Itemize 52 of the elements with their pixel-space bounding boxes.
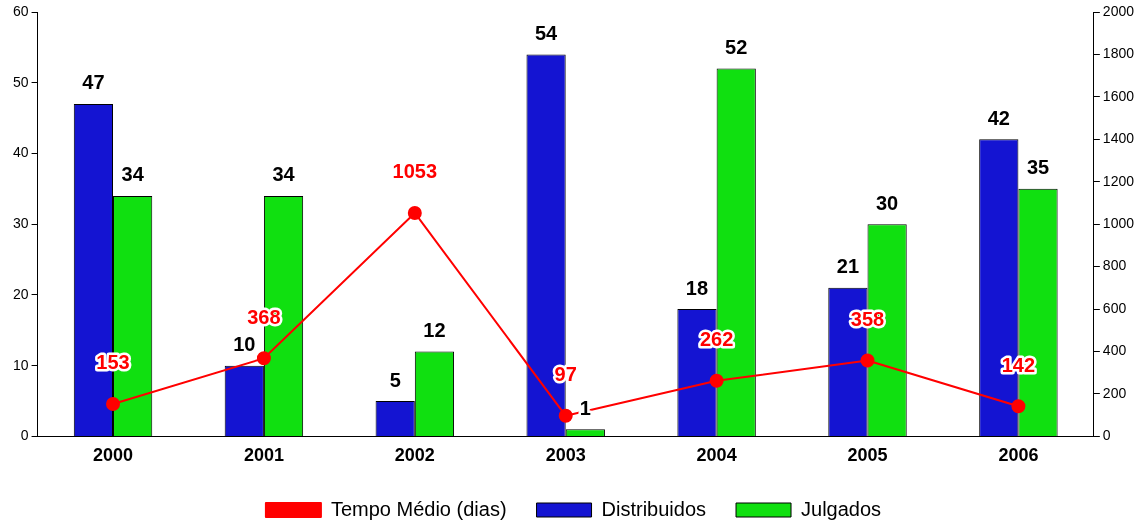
point	[709, 373, 724, 388]
x-tick-label: 2006	[998, 445, 1039, 466]
y2-tick-label: 400	[1102, 342, 1127, 359]
data-label: 30	[876, 191, 899, 214]
y-tick-label: 60	[12, 2, 29, 19]
legend-label: Tempo Médio (dias)	[330, 497, 507, 520]
data-label: 52	[725, 36, 748, 59]
y2-tick-label: 0	[1102, 427, 1111, 444]
y-tick-label: 40	[12, 144, 29, 161]
data-label: 153	[96, 351, 130, 374]
data-label: 47	[82, 71, 105, 94]
x-tick-label: 2000	[93, 445, 134, 466]
y-tick-label: 30	[12, 215, 29, 232]
y2-tick-label: 1200	[1102, 172, 1135, 189]
data-label: 12	[423, 319, 446, 342]
y2-tick-label: 1800	[1102, 45, 1135, 62]
point	[860, 353, 875, 368]
data-label: 262	[699, 328, 734, 351]
y2-tick-label: 600	[1102, 299, 1127, 316]
data-label: 34	[272, 163, 296, 186]
y2-tick-label: 1000	[1102, 215, 1135, 232]
legend-label: Julgados	[801, 497, 882, 520]
x-tick-label: 2004	[696, 445, 737, 466]
x-tick-label: 2003	[545, 445, 586, 466]
y-tick-label: 10	[12, 356, 29, 373]
x-tick-label: 2001	[243, 445, 284, 466]
point	[407, 205, 422, 220]
data-label: 5	[389, 368, 401, 391]
y2-tick-label: 1400	[1102, 130, 1135, 147]
data-label: 21	[836, 255, 860, 278]
data-label: 42	[987, 106, 1010, 129]
data-label: 35	[1026, 156, 1050, 179]
data-label: 358	[850, 307, 885, 330]
y2-tick-label: 2000	[1102, 2, 1135, 19]
x-tick-label: 2002	[394, 445, 435, 466]
data-label: 34	[121, 163, 145, 186]
x-tick-label: 2005	[847, 445, 888, 466]
legend-label: Distribuidos	[601, 497, 707, 520]
y-tick-label: 20	[12, 285, 29, 302]
data-label: 54	[534, 21, 559, 44]
point	[106, 396, 121, 411]
y-tick-label: 0	[20, 427, 29, 444]
data-label: 18	[685, 276, 709, 299]
y2-tick-label: 1600	[1102, 87, 1135, 104]
data-label: 1053	[392, 160, 438, 183]
y2-tick-label: 200	[1102, 384, 1127, 401]
point	[256, 351, 271, 366]
point	[558, 408, 573, 423]
data-label: 10	[233, 333, 256, 356]
y-tick-label: 50	[12, 73, 29, 90]
y2-tick-label: 800	[1102, 257, 1127, 274]
point	[1011, 399, 1026, 414]
